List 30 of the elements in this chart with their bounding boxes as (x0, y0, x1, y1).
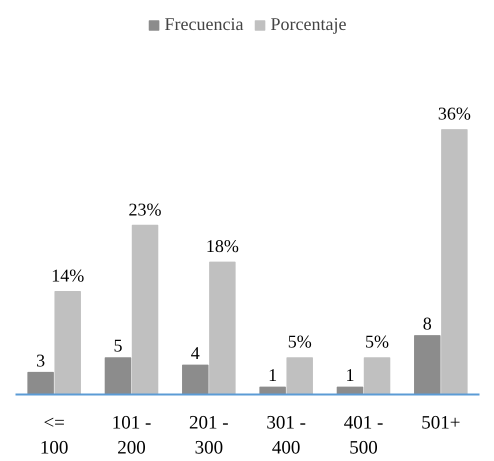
bar (286, 357, 313, 394)
legend-label: Porcentaje (270, 14, 346, 35)
x-tick-label: 401 - 500 (344, 412, 384, 459)
data-label: 5% (288, 332, 312, 352)
data-label: 4 (190, 343, 200, 364)
bar (182, 364, 209, 394)
bar (209, 262, 236, 394)
data-label: 14% (51, 266, 84, 286)
data-label: 5 (113, 336, 122, 356)
data-label: 1 (345, 365, 354, 386)
bar (364, 357, 390, 394)
bar (132, 224, 158, 394)
legend-label: Frecuencia (164, 14, 244, 35)
x-tick-label: <= 100 (40, 412, 68, 459)
bar (441, 129, 468, 394)
bar (414, 335, 441, 394)
x-tick-label: 301 - 400 (266, 412, 306, 459)
data-label: 23% (128, 199, 162, 220)
x-tick-label: 501+ (421, 412, 460, 434)
data-label: 3 (36, 350, 46, 370)
bar (54, 291, 81, 394)
bar (27, 372, 54, 394)
data-label: 1 (268, 365, 278, 386)
x-tick-label: 201 - 300 (189, 412, 229, 459)
data-label: 8 (422, 314, 432, 334)
data-label: 36% (438, 104, 471, 124)
bar (104, 357, 132, 394)
x-tick-label: 101 - 200 (112, 412, 152, 459)
data-label: 18% (206, 236, 239, 256)
data-label: 5% (365, 332, 390, 352)
